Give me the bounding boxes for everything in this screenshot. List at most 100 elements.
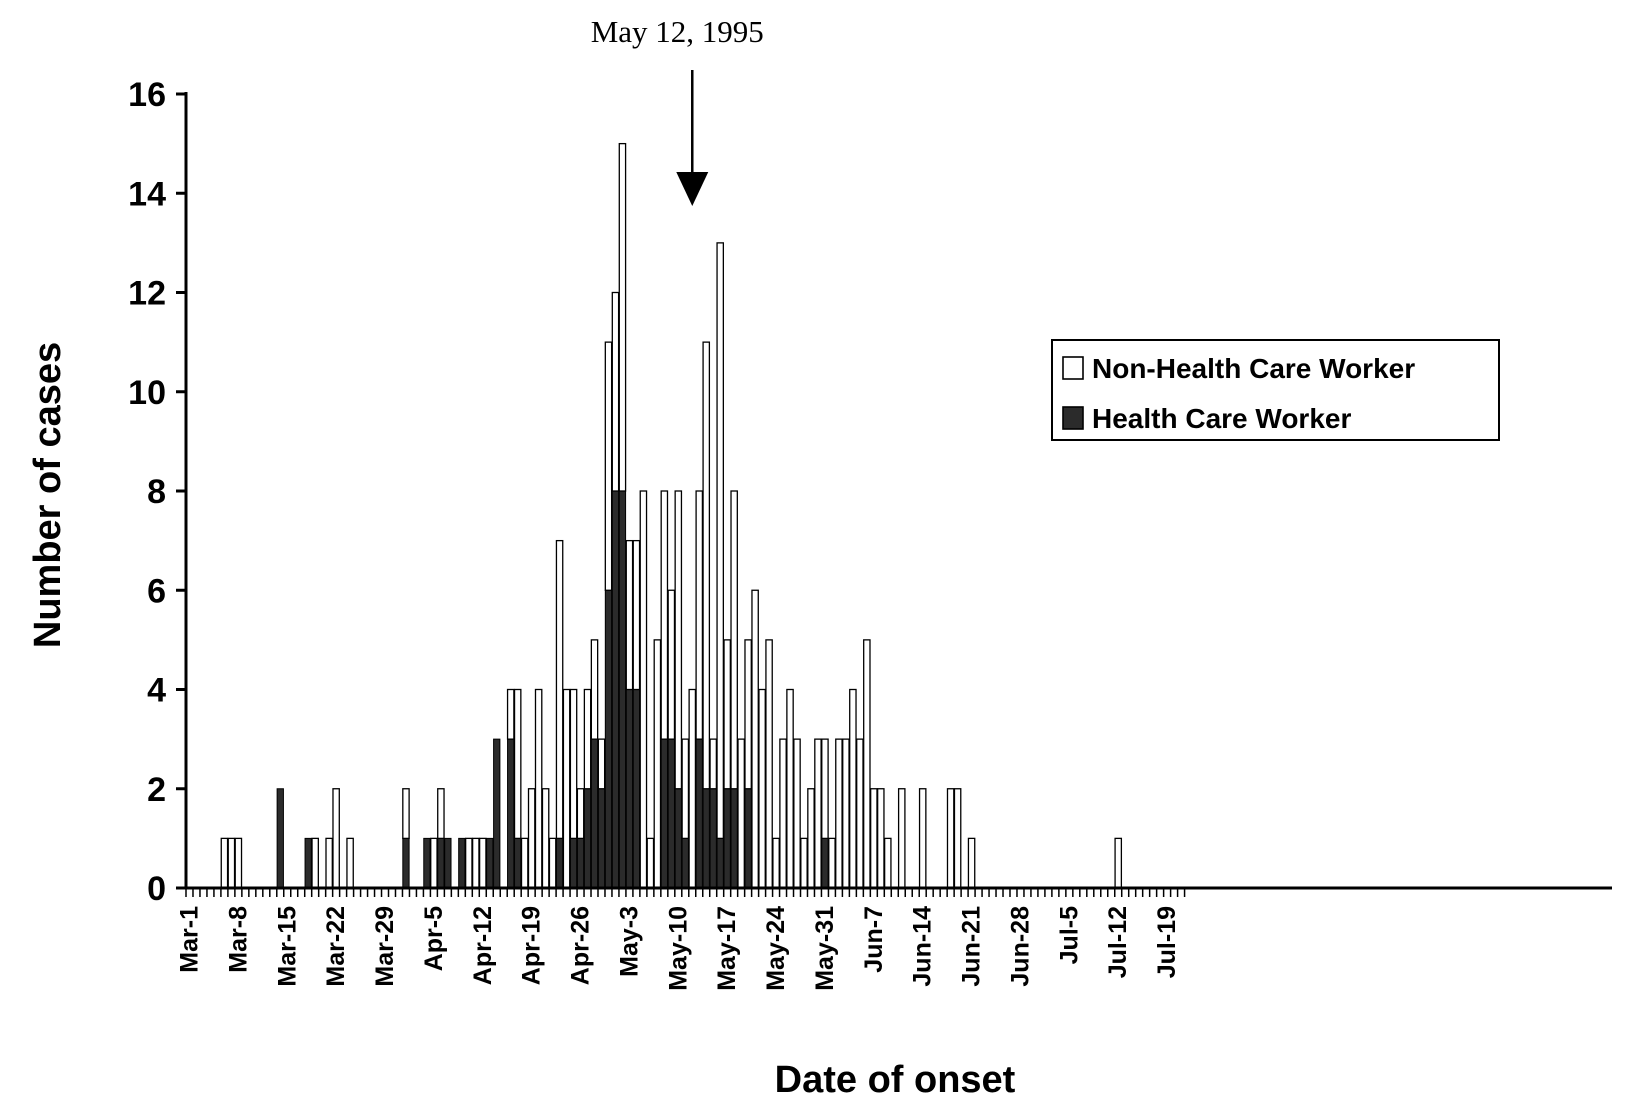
bar-non-hcw <box>835 738 843 889</box>
bar-non-hcw <box>597 738 606 790</box>
bar-hcw <box>583 788 592 889</box>
bar-non-hcw <box>611 291 620 492</box>
bar-non-hcw <box>632 539 641 691</box>
x-tick-label: Apr-19 <box>518 906 546 985</box>
bar-non-hcw <box>465 837 473 889</box>
x-tick-label: Jun-14 <box>909 906 937 987</box>
bar-non-hcw <box>478 837 487 889</box>
bar-non-hcw <box>227 837 236 889</box>
bar-hcw <box>304 837 312 889</box>
bar-non-hcw <box>842 738 850 889</box>
x-tick-label: Mar-15 <box>273 906 301 987</box>
bars-layer <box>220 142 1123 889</box>
bar-hcw <box>744 788 752 889</box>
x-tick-label: Jun-28 <box>1006 906 1034 987</box>
bar-non-hcw <box>828 837 836 889</box>
bar-hcw <box>569 837 578 889</box>
bar-hcw <box>667 738 675 889</box>
bar-non-hcw <box>520 837 529 889</box>
bar-hcw <box>723 788 731 889</box>
x-tick-label: May-31 <box>811 906 839 991</box>
bar-non-hcw <box>793 738 801 889</box>
y-tick-labels: 0 2 4 6 8 10 12 14 16 <box>128 76 166 908</box>
bar-hcw <box>555 837 564 889</box>
y-tick-label: 12 <box>128 275 166 313</box>
x-tick-label: Mar-8 <box>224 906 252 973</box>
legend-swatch-hcw <box>1062 406 1084 430</box>
bar-hcw <box>486 837 494 889</box>
x-tick-label: Mar-29 <box>371 906 399 987</box>
bar-hcw <box>716 837 724 889</box>
bar-non-hcw <box>437 788 445 840</box>
bar-non-hcw <box>513 688 522 840</box>
x-tick-label: Jun-21 <box>958 906 986 987</box>
bar-non-hcw <box>863 639 871 889</box>
bar-non-hcw <box>646 837 655 889</box>
bar-non-hcw <box>702 341 711 790</box>
bar-non-hcw <box>653 639 662 889</box>
annotation: May 12, 1995 <box>591 14 764 206</box>
x-tick-label: Jun-7 <box>860 906 888 973</box>
x-tick-label: May-3 <box>615 906 643 977</box>
x-tick-label: Jul-19 <box>1153 906 1181 978</box>
x-tick-labels: Mar-1 Mar-8 Mar-15 Mar-22 Mar-29 Apr-5 Apr-12 A… <box>175 906 1181 991</box>
bar-non-hcw <box>918 788 927 889</box>
bar-hcw <box>674 788 682 889</box>
bar-non-hcw <box>311 837 319 889</box>
x-tick-label: Mar-1 <box>175 906 203 973</box>
bar-hcw <box>604 589 613 889</box>
bar-hcw <box>507 738 515 889</box>
x-axis-title: Date of onset <box>775 1059 1016 1101</box>
bar-non-hcw <box>883 837 892 889</box>
bar-hcw <box>702 788 710 889</box>
bar-non-hcw <box>870 788 878 889</box>
bar-non-hcw <box>800 837 808 889</box>
legend-box <box>1051 339 1500 441</box>
bar-non-hcw <box>625 539 634 691</box>
bar-non-hcw <box>346 837 354 889</box>
x-tick-label: May-24 <box>762 906 790 991</box>
bar-non-hcw <box>325 837 333 889</box>
bar-non-hcw <box>953 788 962 889</box>
x-tick-label: Apr-26 <box>567 906 595 985</box>
bar-non-hcw <box>332 788 340 889</box>
bar-non-hcw <box>856 738 864 889</box>
bar-non-hcw <box>765 639 773 889</box>
bar-non-hcw <box>534 688 543 889</box>
bar-hcw <box>730 788 738 889</box>
bar-hcw <box>625 689 634 889</box>
x-tick-label: Apr-5 <box>420 906 448 971</box>
bar-non-hcw <box>555 539 564 840</box>
bar-hcw <box>402 837 410 889</box>
bar-non-hcw <box>807 788 815 889</box>
y-tick-label: 14 <box>128 175 166 213</box>
bar-hcw <box>695 738 703 889</box>
bar-non-hcw <box>877 788 885 889</box>
x-tick-label: Jul-12 <box>1104 906 1132 978</box>
legend-swatch-non-hcw <box>1062 356 1084 380</box>
bar-non-hcw <box>821 738 829 840</box>
bar-hcw <box>709 788 717 889</box>
bar-non-hcw <box>758 688 766 889</box>
x-tick-label: Mar-22 <box>322 906 350 987</box>
bar-non-hcw <box>639 490 648 889</box>
bar-non-hcw <box>681 738 690 840</box>
bar-non-hcw <box>695 490 704 740</box>
bar-hcw <box>681 837 689 889</box>
x-tick-label: Apr-12 <box>469 906 497 985</box>
bar-hcw <box>514 837 522 889</box>
bar-hcw <box>632 689 641 889</box>
bar-non-hcw <box>709 738 718 790</box>
x-tick-label: Jul-5 <box>1055 906 1083 964</box>
annotation-arrow-head <box>676 172 709 206</box>
x-tick-label: May-17 <box>713 906 741 991</box>
bar-hcw <box>458 837 466 889</box>
bar-non-hcw <box>946 788 955 889</box>
bar-non-hcw <box>674 490 683 790</box>
bar-non-hcw <box>667 589 676 740</box>
axes-layer <box>176 92 1612 897</box>
bar-non-hcw <box>779 738 787 889</box>
y-tick-label: 10 <box>128 374 166 412</box>
bar-hcw <box>423 837 431 889</box>
